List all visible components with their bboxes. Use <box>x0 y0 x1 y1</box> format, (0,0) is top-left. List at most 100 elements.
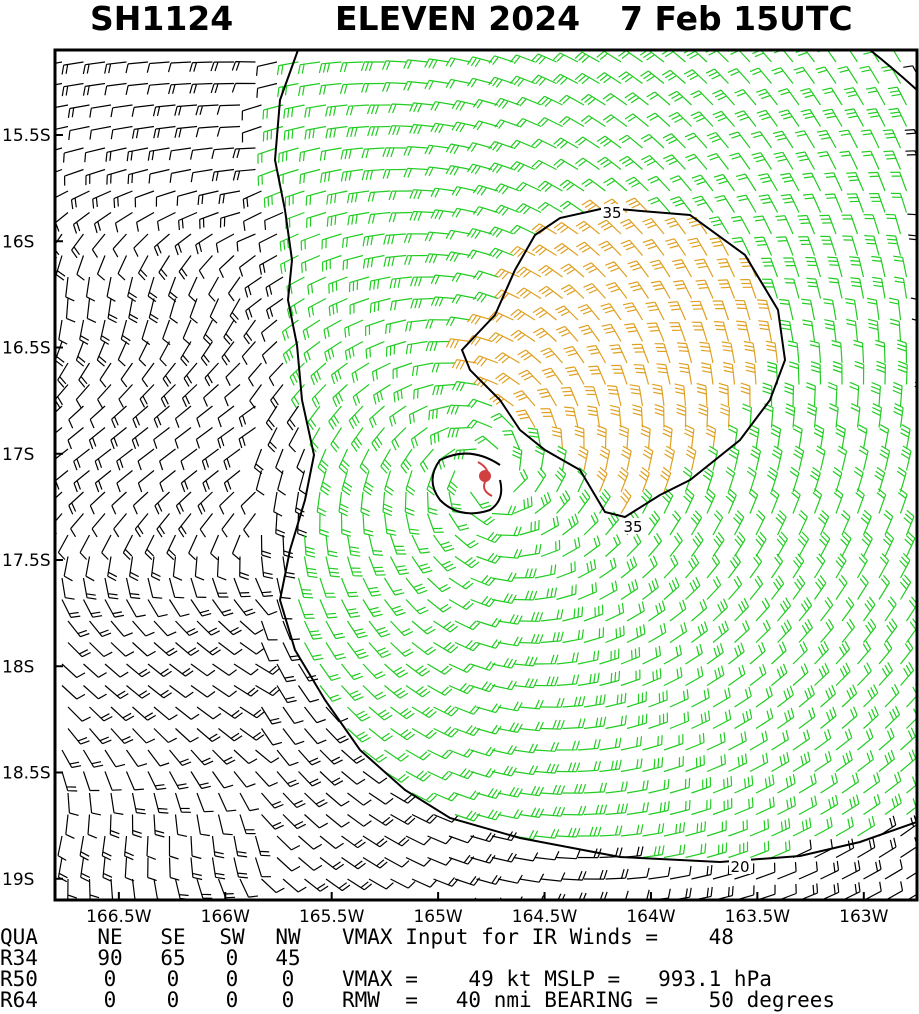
wind-barb <box>110 104 133 118</box>
wind-barb <box>348 405 364 430</box>
wind-barb <box>150 556 161 581</box>
wind-barb <box>832 360 843 385</box>
wind-barb <box>691 174 714 192</box>
wind-barb <box>841 684 858 708</box>
wind-barb <box>819 214 837 235</box>
wind-barb <box>706 754 726 773</box>
wind-barb <box>638 466 650 493</box>
wind-barb <box>706 554 721 579</box>
wind-barb <box>85 556 95 582</box>
wind-barb <box>128 298 139 324</box>
wind-barb <box>405 663 431 677</box>
wind-barb <box>107 298 118 324</box>
wind-barb <box>325 104 348 117</box>
wind-barb <box>239 728 265 741</box>
wind-barb <box>540 719 565 730</box>
wind-barb <box>454 810 481 822</box>
wind-barb <box>380 448 392 474</box>
wind-barb <box>96 255 106 281</box>
wind-barb <box>304 792 328 808</box>
wind-barb <box>110 620 133 637</box>
wind-barb <box>841 706 858 729</box>
wind-barb <box>196 728 221 743</box>
wind-barb <box>451 186 477 197</box>
wind-barb <box>849 256 865 278</box>
wind-barb <box>497 614 523 625</box>
wind-barb <box>129 556 139 582</box>
wind-barb <box>231 534 241 561</box>
wind-barb <box>682 466 693 493</box>
wind-barb <box>885 213 902 235</box>
wind-barb <box>798 883 819 900</box>
wind-barb <box>833 488 844 514</box>
wind-barb <box>405 577 428 595</box>
wind-barb <box>551 426 564 450</box>
wind-barb <box>283 125 305 141</box>
wind-barb <box>649 259 671 278</box>
wind-barb <box>451 121 477 133</box>
wind-barb <box>771 752 790 773</box>
wind-barb <box>797 531 810 557</box>
wind-barb <box>89 104 112 118</box>
wind-barb <box>687 237 708 256</box>
wind-barb <box>853 339 865 364</box>
wind-barb <box>728 731 747 751</box>
wind-barb <box>404 254 428 265</box>
wind-barb <box>362 856 388 869</box>
wind-barb <box>798 236 816 256</box>
wind-barb <box>304 104 327 118</box>
wind-barb <box>405 685 431 698</box>
wind-barb <box>65 298 76 323</box>
wind-barb <box>472 206 499 216</box>
wind-barb <box>433 641 459 654</box>
wind-barb <box>131 792 146 815</box>
wind-barb <box>513 590 538 601</box>
wind-barb <box>727 68 751 84</box>
wind-barb <box>319 82 342 96</box>
wind-barb <box>476 724 502 735</box>
wind-barb <box>403 167 428 178</box>
wind-barb <box>476 617 502 628</box>
wind-barb <box>147 599 168 618</box>
wind-barb <box>282 814 306 830</box>
wind-barb <box>858 445 869 471</box>
wind-barb <box>470 832 496 843</box>
contour-label: 35 <box>602 204 621 222</box>
wind-barb <box>117 341 128 367</box>
wind-barb <box>362 577 382 597</box>
wind-barb <box>298 749 321 766</box>
wind-barb <box>231 82 256 93</box>
wind-barb <box>690 300 708 321</box>
wind-barb <box>349 297 370 315</box>
wind-barb <box>238 255 256 277</box>
wind-barb <box>384 749 409 762</box>
wind-barb <box>106 168 127 185</box>
wind-barb <box>691 776 711 794</box>
wind-barb <box>556 652 579 665</box>
wind-barb <box>87 814 98 839</box>
wind-barb <box>239 792 260 812</box>
wind-barb <box>491 657 517 669</box>
wind-barb <box>841 860 861 880</box>
wind-barb <box>288 427 300 453</box>
wind-barb <box>368 706 393 721</box>
wind-barb <box>124 835 134 861</box>
wind-barb <box>563 345 585 364</box>
wind-barb <box>648 600 666 622</box>
wind-barb <box>698 403 709 428</box>
wind-barb <box>260 642 279 662</box>
lat-tick-label: 15.5S <box>2 126 51 146</box>
wind-barb <box>57 835 67 861</box>
wind-barb <box>190 857 203 881</box>
wind-barb <box>626 780 649 794</box>
wind-barb <box>884 793 902 815</box>
wind-barb <box>419 448 434 473</box>
wind-barb <box>102 857 113 882</box>
wind-barb <box>892 381 903 407</box>
wind-barb <box>223 470 241 493</box>
wind-barb <box>451 380 477 392</box>
wind-barb <box>476 874 502 885</box>
wind-barb <box>699 341 714 364</box>
wind-barb <box>61 663 86 679</box>
wind-barb <box>596 156 622 170</box>
